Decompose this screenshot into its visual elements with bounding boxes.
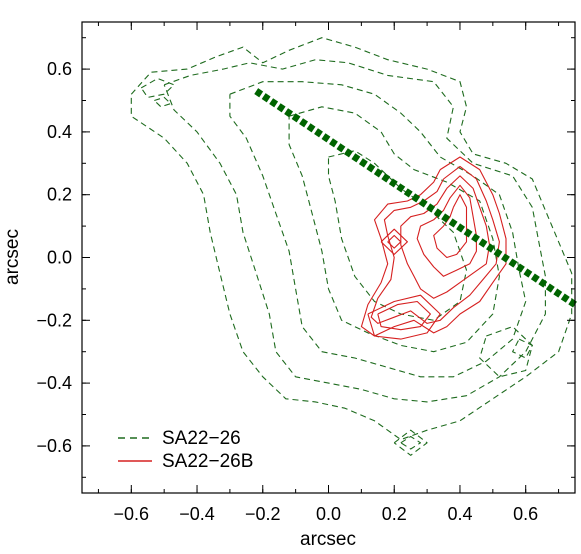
sa22-26b-contour-0	[360, 156, 507, 337]
x-axis-ticks: −0.6 −0.4 −0.2 0.0 0.2 0.4 0.6	[97, 22, 560, 524]
y-tick-label: −0.4	[36, 373, 72, 393]
sa22-26b-contour-2	[400, 175, 491, 299]
y-tick-label: −0.2	[36, 310, 72, 330]
sa22-26-contour-0	[130, 37, 573, 441]
x-tick-label: −0.4	[179, 504, 215, 524]
legend: SA22−26 SA22−26B	[118, 428, 253, 472]
y-tick-label: 0.0	[47, 248, 72, 268]
x-axis-title: arcsec	[300, 529, 356, 550]
x-tick-label: 0.4	[447, 504, 472, 524]
sa22-26-contour-1	[163, 59, 546, 403]
sa22-26b-contour-6	[387, 234, 402, 249]
x-tick-label: 0.6	[513, 504, 538, 524]
x-tick-label: −0.6	[114, 504, 150, 524]
y-tick-label: 0.2	[47, 185, 72, 205]
contour-layer	[130, 37, 573, 456]
y-axis-title: arcsec	[2, 229, 23, 285]
sa22-26-contour-10	[400, 435, 422, 450]
sa22-26b-contour-1	[370, 165, 500, 324]
sa22-26-contour-2	[229, 81, 527, 378]
x-tick-label: 0.0	[316, 504, 341, 524]
sa22-26-contour-4	[327, 150, 468, 321]
legend-label-sa22-26b: SA22−26B	[162, 451, 253, 472]
sa22-26-contour-9	[393, 429, 428, 456]
sa22-26-contour-6	[153, 96, 172, 108]
x-tick-label: 0.2	[382, 504, 407, 524]
sa22-26b-contour-7	[367, 294, 441, 340]
dotted-line	[254, 88, 577, 308]
sa22-26b-contour-4	[433, 194, 468, 259]
y-tick-label: 0.4	[47, 122, 72, 142]
sa22-26-contour-3	[288, 106, 500, 353]
sa22-26-contour-7	[479, 326, 533, 378]
x-tick-label: −0.2	[245, 504, 281, 524]
sa22-26b-contour-3	[416, 184, 477, 277]
sa22-26-contour-5	[140, 77, 175, 98]
legend-label-sa22-26: SA22−26	[162, 428, 241, 449]
y-tick-label: 0.6	[47, 59, 72, 79]
dotted-line-layer	[254, 88, 577, 308]
sa22-26b-contour-8	[377, 300, 431, 331]
sa22-26b-contour-5	[380, 228, 408, 255]
y-axis-ticks: −0.6 −0.4 −0.2 0.0 0.2 0.4 0.6	[36, 37, 575, 478]
y-tick-label: −0.6	[36, 436, 72, 456]
